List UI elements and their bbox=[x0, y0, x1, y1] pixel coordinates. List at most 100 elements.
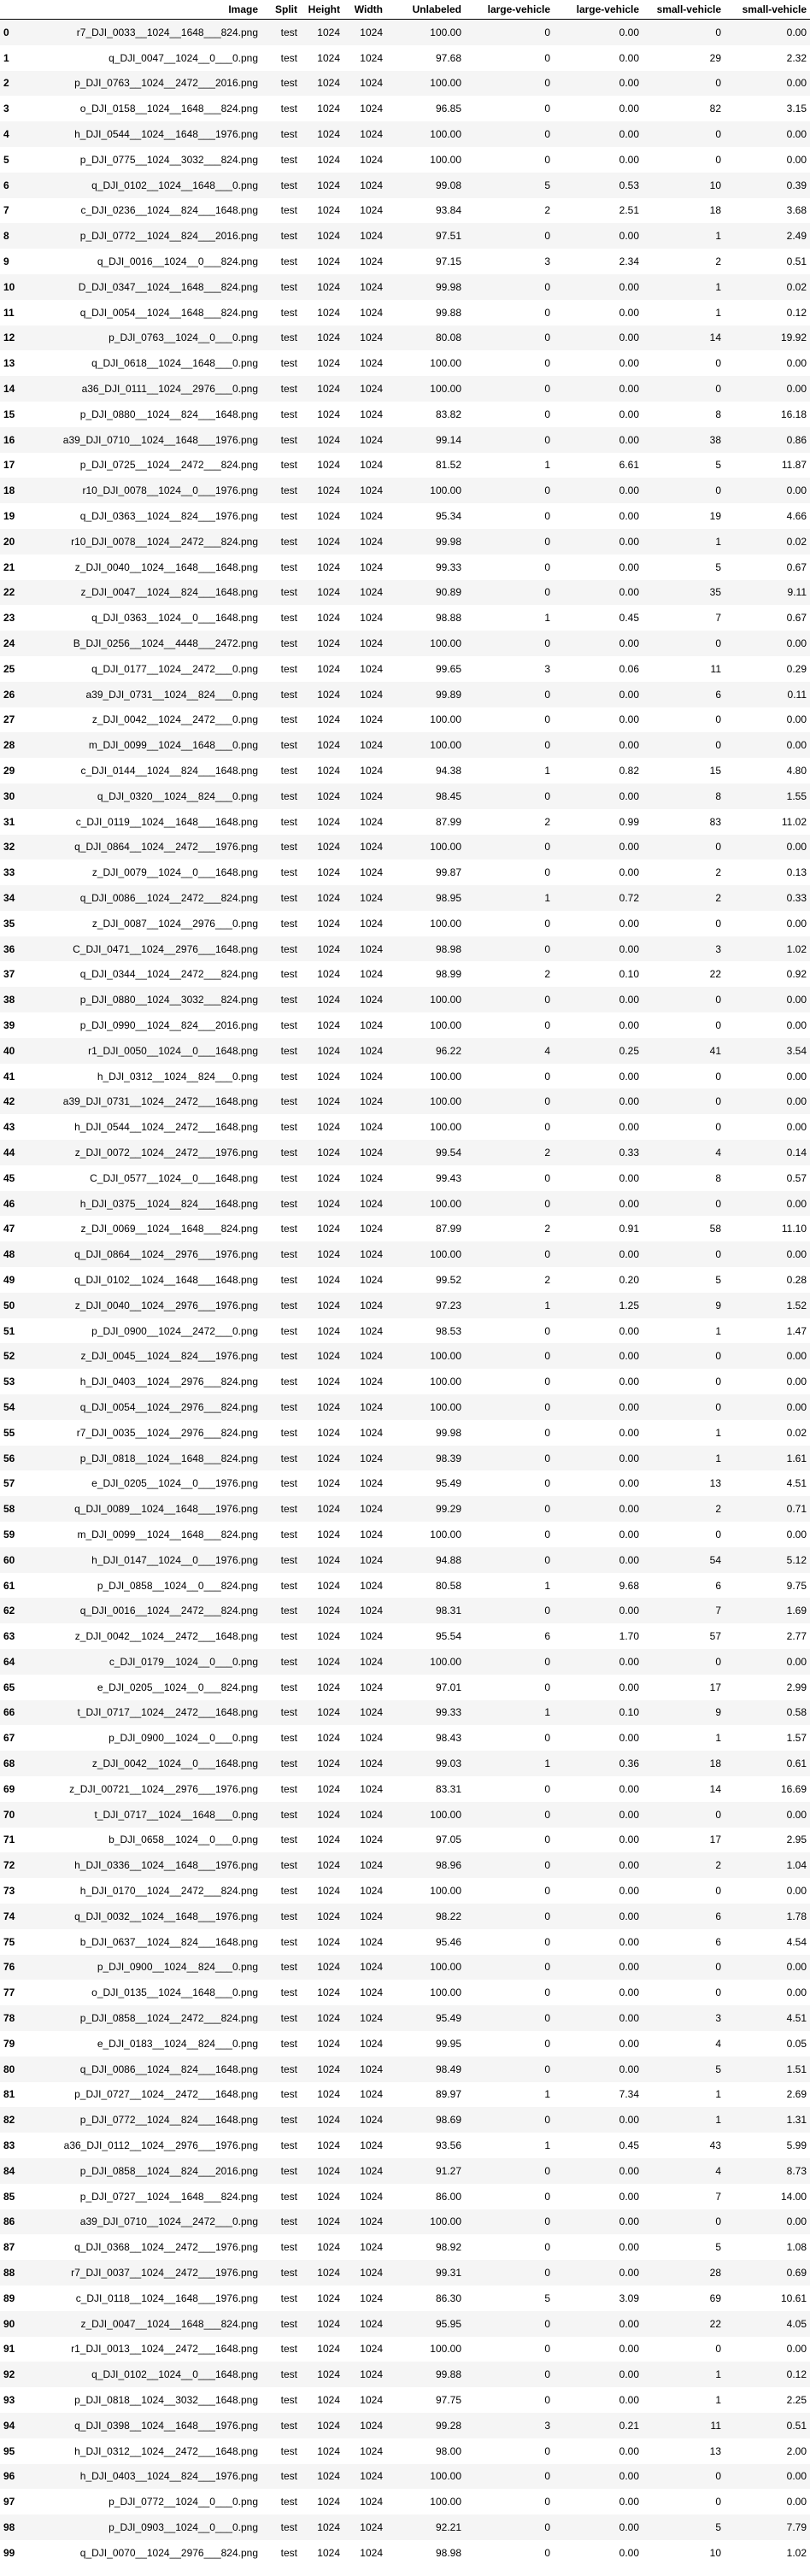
row-index: 0 bbox=[3, 26, 9, 38]
large-vehicle-percent-cell: 0.00 bbox=[619, 2496, 639, 2509]
table-row: 55 r7_DJI_0035__1024__2976___824.png test 1… bbox=[0, 1419, 810, 1446]
row-index: 55 bbox=[3, 1426, 15, 1439]
row-index: 19 bbox=[3, 510, 15, 523]
small-vehicle-count-cell: 54 bbox=[709, 1553, 721, 1566]
column-header-height: Height bbox=[301, 0, 343, 20]
table-row: 36 C_DJI_0471__1024__2976___1648.png test 1… bbox=[0, 936, 810, 962]
image-cell: q_DJI_0177__1024__2472___0.png bbox=[91, 662, 258, 675]
split-cell: test bbox=[280, 789, 297, 802]
small-vehicle-percent-cell: 0.57 bbox=[786, 1171, 807, 1184]
unlabeled-cell: 100.00 bbox=[430, 357, 461, 370]
small-vehicle-count-cell: 6 bbox=[715, 1935, 721, 1948]
width-cell: 1024 bbox=[360, 1630, 383, 1643]
row-index: 94 bbox=[3, 2419, 15, 2432]
large-vehicle-percent-cell: 0.91 bbox=[619, 1223, 639, 1235]
row-index: 90 bbox=[3, 2317, 15, 2330]
large-vehicle-count-cell: 0 bbox=[544, 1121, 550, 1134]
unlabeled-cell: 98.98 bbox=[435, 2546, 461, 2559]
large-vehicle-percent-cell: 0.10 bbox=[619, 1706, 639, 1719]
height-cell: 1024 bbox=[317, 968, 340, 981]
large-vehicle-percent-cell: 0.00 bbox=[619, 1171, 639, 1184]
table-row: 13 q_DJI_0618__1024__1648___0.png test 1024… bbox=[0, 350, 810, 377]
large-vehicle-percent-cell: 0.00 bbox=[619, 688, 639, 701]
large-vehicle-percent-cell: 0.00 bbox=[619, 1452, 639, 1464]
large-vehicle-count-cell: 0 bbox=[544, 280, 550, 293]
large-vehicle-count-cell: 1 bbox=[544, 891, 550, 904]
large-vehicle-count-cell: 2 bbox=[544, 968, 550, 981]
row-index: 46 bbox=[3, 1197, 15, 1210]
row-index: 59 bbox=[3, 1528, 15, 1540]
height-cell: 1024 bbox=[317, 1655, 340, 1668]
height-cell: 1024 bbox=[317, 1579, 340, 1592]
large-vehicle-count-cell: 5 bbox=[544, 179, 550, 191]
height-cell: 1024 bbox=[317, 688, 340, 701]
large-vehicle-count-cell: 0 bbox=[544, 1503, 550, 1516]
table-row: 90 z_DJI_0047__1024__1648___824.png test 10… bbox=[0, 2310, 810, 2337]
large-vehicle-percent-cell: 0.00 bbox=[619, 2317, 639, 2330]
unlabeled-cell: 99.31 bbox=[435, 2267, 461, 2280]
height-cell: 1024 bbox=[317, 2394, 340, 2406]
height-cell: 1024 bbox=[317, 433, 340, 446]
small-vehicle-count-cell: 8 bbox=[715, 789, 721, 802]
large-vehicle-percent-cell: 0.00 bbox=[619, 2037, 639, 2050]
large-vehicle-percent-cell: 0.00 bbox=[619, 1400, 639, 1413]
width-cell: 1024 bbox=[360, 2139, 383, 2152]
split-cell: test bbox=[280, 2394, 297, 2406]
height-cell: 1024 bbox=[317, 383, 340, 396]
large-vehicle-count-cell: 3 bbox=[544, 2419, 550, 2432]
small-vehicle-count-cell: 29 bbox=[709, 51, 721, 64]
large-vehicle-percent-cell: 0.00 bbox=[619, 739, 639, 752]
row-index: 11 bbox=[3, 306, 15, 319]
large-vehicle-count-cell: 3 bbox=[544, 255, 550, 268]
large-vehicle-count-cell: 1 bbox=[544, 612, 550, 625]
small-vehicle-count-cell: 0 bbox=[715, 1655, 721, 1668]
height-cell: 1024 bbox=[317, 2164, 340, 2177]
small-vehicle-count-cell: 5 bbox=[715, 2241, 721, 2254]
large-vehicle-percent-cell: 0.00 bbox=[619, 1095, 639, 1108]
table-row: 58 q_DJI_0089__1024__1648___1976.png test 1… bbox=[0, 1496, 810, 1523]
unlabeled-cell: 100.00 bbox=[430, 1528, 461, 1540]
large-vehicle-percent-cell: 0.00 bbox=[619, 1018, 639, 1031]
split-cell: test bbox=[280, 2343, 297, 2356]
small-vehicle-percent-cell: 0.00 bbox=[786, 1528, 807, 1540]
large-vehicle-count-cell: 0 bbox=[544, 739, 550, 752]
table-row: 54 q_DJI_0054__1024__2976___824.png test 10… bbox=[0, 1394, 810, 1420]
small-vehicle-count-cell: 13 bbox=[709, 2444, 721, 2457]
height-cell: 1024 bbox=[317, 994, 340, 1006]
image-cell: p_DJI_0990__1024__824___2016.png bbox=[79, 1018, 258, 1031]
table-row: 34 q_DJI_0086__1024__2472___824.png test 10… bbox=[0, 885, 810, 911]
row-index: 33 bbox=[3, 866, 15, 879]
image-cell: r7_DJI_0037__1024__2472___1976.png bbox=[71, 2267, 258, 2280]
large-vehicle-percent-cell: 0.00 bbox=[619, 1910, 639, 1922]
height-cell: 1024 bbox=[317, 2317, 340, 2330]
row-index: 39 bbox=[3, 1018, 15, 1031]
row-index: 98 bbox=[3, 2520, 15, 2533]
table-row: 81 p_DJI_0727__1024__2472___1648.png test 1… bbox=[0, 2081, 810, 2108]
large-vehicle-percent-cell: 0.00 bbox=[619, 917, 639, 930]
large-vehicle-percent-cell: 0.00 bbox=[619, 1935, 639, 1948]
row-index: 56 bbox=[3, 1452, 15, 1464]
small-vehicle-count-cell: 1 bbox=[715, 1452, 721, 1464]
row-index: 84 bbox=[3, 2164, 15, 2177]
small-vehicle-count-cell: 5 bbox=[715, 2520, 721, 2533]
unlabeled-cell: 100.00 bbox=[430, 739, 461, 752]
height-cell: 1024 bbox=[317, 2496, 340, 2509]
split-cell: test bbox=[280, 1834, 297, 1846]
table-row: 59 m_DJI_0099__1024__1648___824.png test 10… bbox=[0, 1522, 810, 1547]
width-cell: 1024 bbox=[360, 1782, 383, 1795]
width-cell: 1024 bbox=[360, 789, 383, 802]
split-cell: test bbox=[280, 510, 297, 523]
large-vehicle-percent-cell: 0.00 bbox=[619, 1197, 639, 1210]
height-cell: 1024 bbox=[317, 1681, 340, 1693]
row-index: 32 bbox=[3, 841, 15, 854]
small-vehicle-percent-cell: 0.00 bbox=[786, 713, 807, 726]
small-vehicle-count-cell: 15 bbox=[709, 765, 721, 777]
width-cell: 1024 bbox=[360, 1655, 383, 1668]
split-cell: test bbox=[280, 1426, 297, 1439]
height-cell: 1024 bbox=[317, 1400, 340, 1413]
small-vehicle-percent-cell: 0.92 bbox=[786, 968, 807, 981]
large-vehicle-percent-cell: 0.00 bbox=[619, 1350, 639, 1363]
split-cell: test bbox=[280, 459, 297, 472]
image-cell: r7_DJI_0035__1024__2976___824.png bbox=[76, 1426, 258, 1439]
